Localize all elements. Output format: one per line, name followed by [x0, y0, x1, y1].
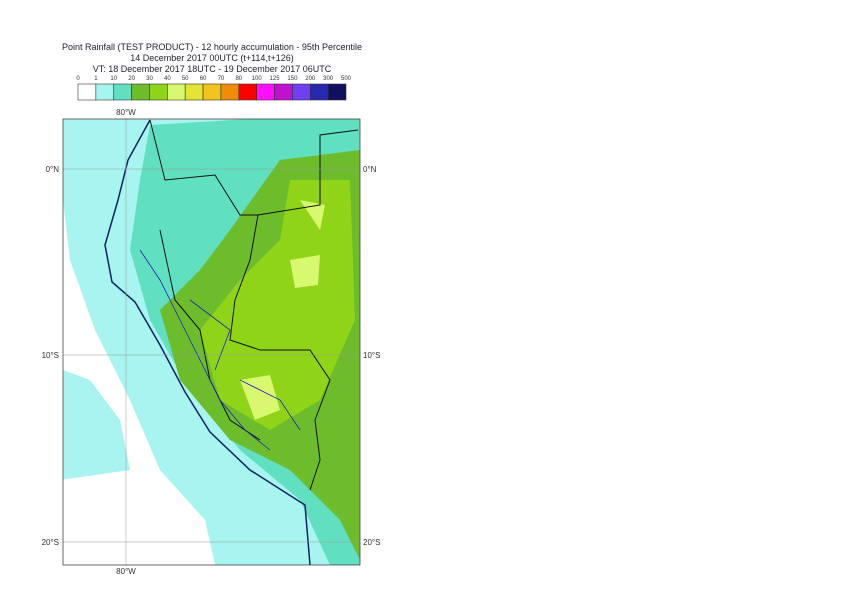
- rain-30-40: [200, 180, 355, 430]
- colorbar-label: 10: [110, 76, 117, 82]
- lat-label: 20°S: [363, 538, 380, 547]
- rain-40-50: [240, 200, 325, 420]
- lat-label: 10°S: [363, 351, 380, 360]
- colorbar-box: [167, 83, 186, 101]
- colorbar-label: 60: [200, 76, 207, 82]
- colorbar-box: [149, 83, 168, 101]
- lon-label: 80°W: [116, 567, 136, 576]
- colorbar-label: 20: [128, 76, 135, 82]
- colorbar-label: 50: [182, 76, 189, 82]
- lat-label: 10°S: [42, 351, 59, 360]
- colorbar-label: 80: [235, 76, 242, 82]
- colorbar-label: 30: [146, 76, 153, 82]
- colorbar-label: 40: [164, 76, 171, 82]
- lat-label: 20°S: [42, 538, 59, 547]
- colorbar: 0 1 10 20 30 40 50 60 70 80 100 125 150 200 300 500: [76, 76, 352, 101]
- colorbar-label: 125: [270, 76, 281, 82]
- lon-label: 80°W: [116, 108, 136, 117]
- colorbar-label: 70: [218, 76, 225, 82]
- lat-label: 0°N: [46, 165, 60, 174]
- colorbar-box: [220, 83, 240, 101]
- colorbar-box: [327, 83, 347, 101]
- colorbar-label: 200: [305, 76, 316, 82]
- coastline: [104, 119, 311, 565]
- colorbar-label: 500: [341, 76, 352, 82]
- colorbar-box: [77, 83, 97, 101]
- colorbar-box: [292, 83, 311, 101]
- colorbar-box: [202, 83, 222, 101]
- colorbar-box: [274, 83, 293, 101]
- colorbar-box: [95, 83, 115, 101]
- map: [63, 119, 360, 565]
- title: Point Rainfall (TEST PRODUCT) - 12 hourl…: [62, 42, 362, 52]
- colorbar-box: [113, 83, 132, 101]
- rain-1-10: [63, 370, 130, 480]
- colorbar-box: [256, 83, 275, 101]
- colorbar-label: 300: [323, 76, 334, 82]
- regions: [139, 249, 301, 451]
- map-frame: [62, 118, 361, 566]
- colorbar-label: 150: [287, 76, 298, 82]
- run-info: 14 December 2017 00UTC (t+114,t+126): [130, 53, 293, 63]
- colorbar-box: [309, 83, 329, 101]
- colorbar-box: [131, 83, 150, 101]
- colorbar-box: [238, 83, 257, 101]
- colorbar-label: 100: [252, 76, 263, 82]
- colorbar-box: [184, 83, 204, 101]
- colorbar-label: 1: [94, 76, 98, 82]
- lat-label: 0°N: [363, 165, 377, 174]
- valid-time: VT: 18 December 2017 18UTC - 19 December…: [93, 64, 332, 74]
- colorbar-label: 0: [76, 76, 80, 82]
